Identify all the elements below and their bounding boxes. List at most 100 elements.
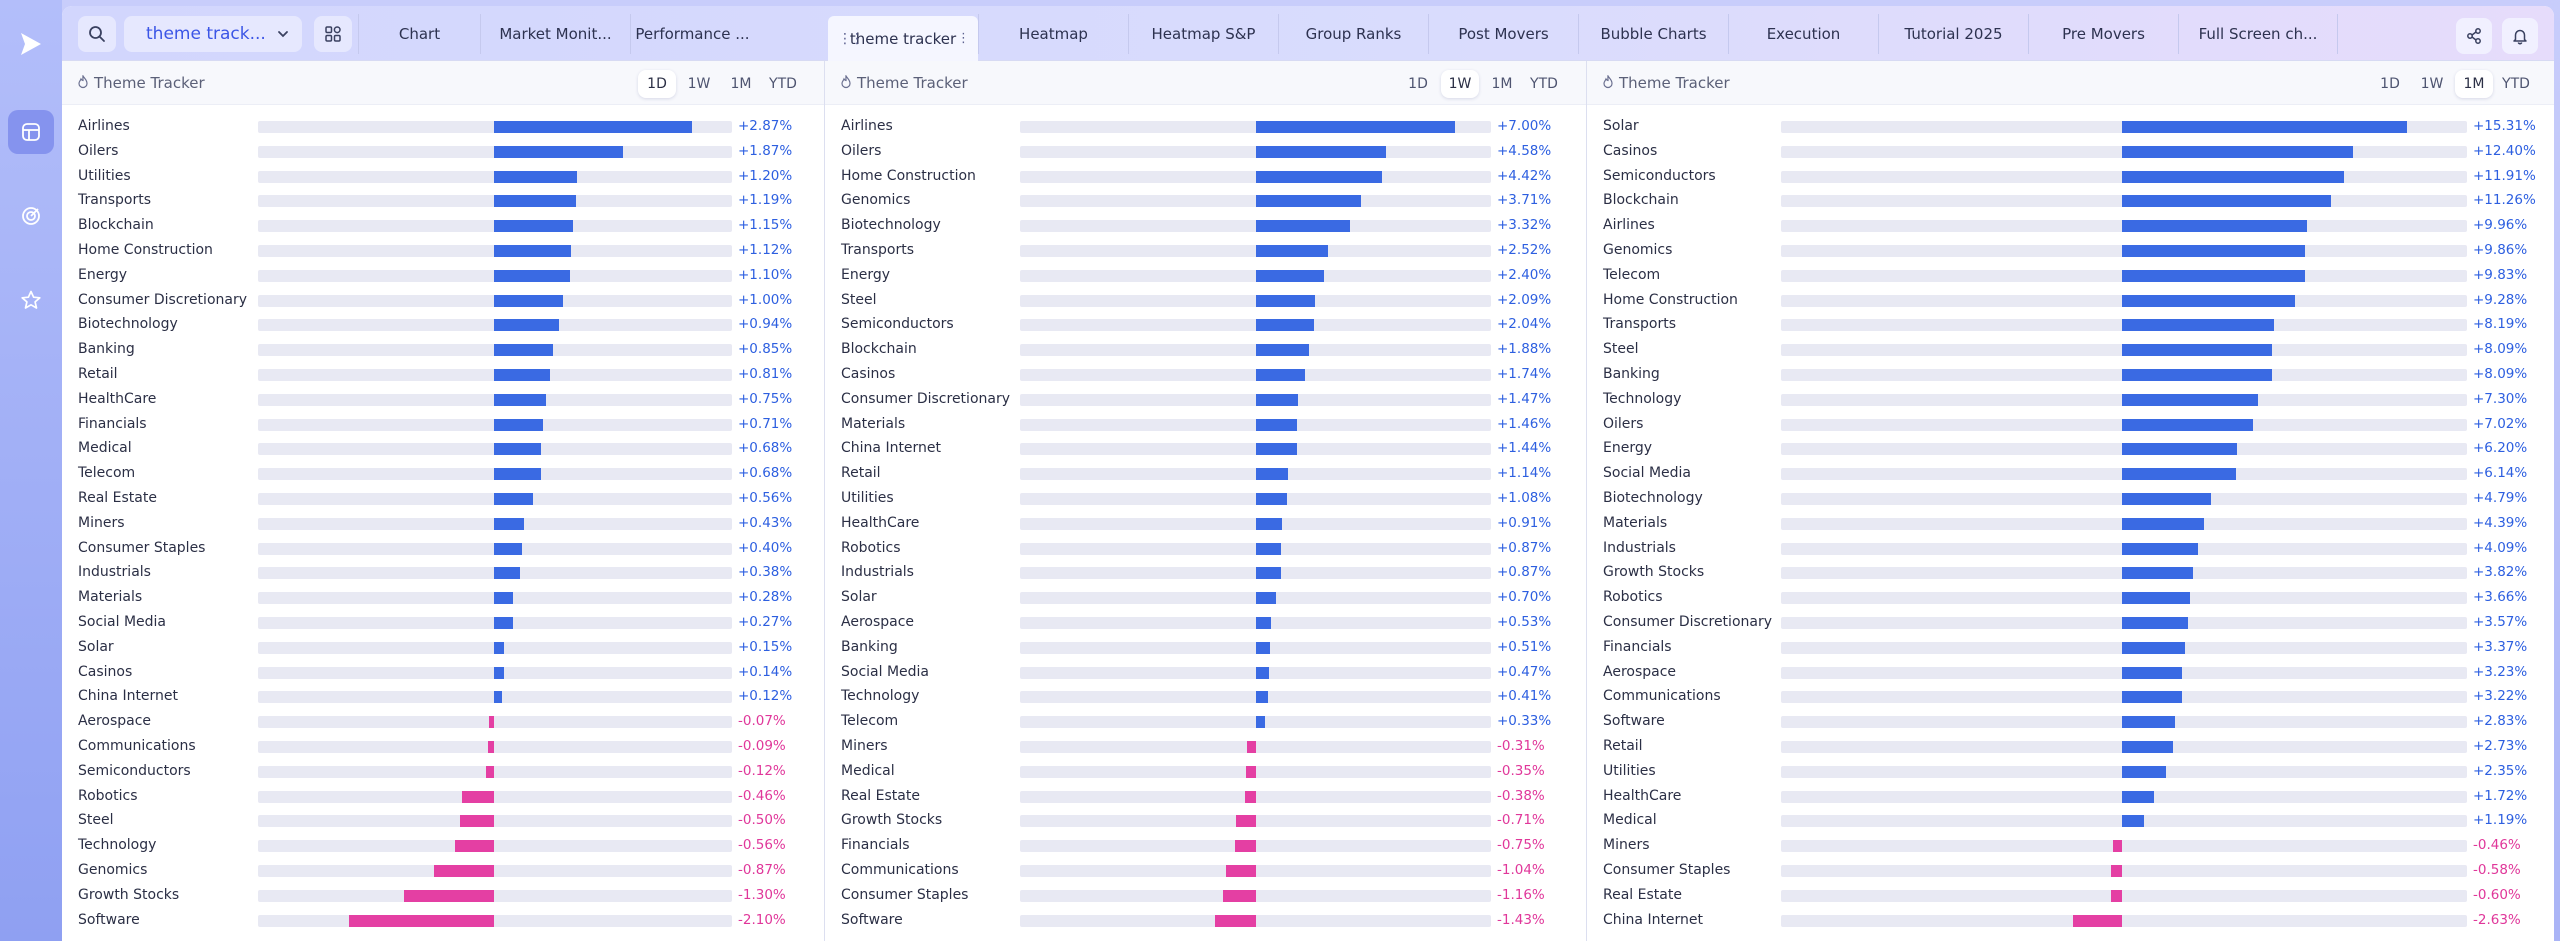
theme-row[interactable]: Retail +1.14% (825, 462, 1586, 487)
theme-row[interactable]: Retail +0.81% (62, 363, 824, 388)
theme-row[interactable]: Aerospace -0.07% (62, 710, 824, 735)
theme-row[interactable]: Communications -0.09% (62, 735, 824, 760)
theme-row[interactable]: Biotechnology +3.32% (825, 214, 1586, 239)
workspace-select[interactable]: theme track... (124, 16, 302, 52)
period-button-ytd[interactable]: YTD (769, 76, 797, 92)
theme-row[interactable]: Casinos +1.74% (825, 363, 1586, 388)
theme-row[interactable]: Industrials +0.38% (62, 561, 824, 586)
theme-row[interactable]: Medical +1.19% (1587, 809, 2554, 834)
tab-group-ranks[interactable]: Group Ranks (1278, 14, 1428, 54)
tab-tutorial-2025[interactable]: Tutorial 2025 (1878, 14, 2028, 54)
theme-row[interactable]: Home Construction +4.42% (825, 165, 1586, 190)
theme-row[interactable]: Growth Stocks -0.71% (825, 809, 1586, 834)
period-button-ytd[interactable]: YTD (2502, 76, 2530, 92)
period-button-1w[interactable]: 1W (1441, 70, 1479, 98)
tab-performance[interactable]: Performance ... (630, 14, 754, 54)
theme-row[interactable]: Energy +6.20% (1587, 437, 2554, 462)
theme-row[interactable]: Transports +8.19% (1587, 313, 2554, 338)
theme-row[interactable]: Blockchain +11.26% (1587, 189, 2554, 214)
theme-row[interactable]: Technology +0.41% (825, 685, 1586, 710)
theme-row[interactable]: Growth Stocks -1.30% (62, 884, 824, 909)
theme-row[interactable]: Airlines +7.00% (825, 115, 1586, 140)
theme-row[interactable]: Consumer Discretionary +3.57% (1587, 611, 2554, 636)
share-button[interactable] (2456, 18, 2492, 54)
tab-execution[interactable]: Execution (1728, 14, 1878, 54)
theme-row[interactable]: Social Media +0.47% (825, 661, 1586, 686)
theme-row[interactable]: Steel +2.09% (825, 289, 1586, 314)
sidebar-target-button[interactable] (8, 194, 54, 238)
theme-row[interactable]: Blockchain +1.15% (62, 214, 824, 239)
theme-row[interactable]: Retail +2.73% (1587, 735, 2554, 760)
period-button-1m[interactable]: 1M (2455, 70, 2493, 98)
theme-row[interactable]: Miners -0.31% (825, 735, 1586, 760)
theme-row[interactable]: Financials +3.37% (1587, 636, 2554, 661)
theme-row[interactable]: China Internet -2.63% (1587, 909, 2554, 934)
theme-row[interactable]: Industrials +0.87% (825, 561, 1586, 586)
theme-row[interactable]: China Internet +1.44% (825, 437, 1586, 462)
theme-row[interactable]: Financials -0.75% (825, 834, 1586, 859)
more-vertical-icon[interactable]: ⋮ (957, 31, 970, 46)
theme-row[interactable]: Semiconductors -0.12% (62, 760, 824, 785)
theme-row[interactable]: Miners +0.43% (62, 512, 824, 537)
period-button-1d[interactable]: 1D (638, 70, 676, 98)
theme-row[interactable]: Software -2.10% (62, 909, 824, 934)
period-button-1d[interactable]: 1D (1408, 76, 1428, 92)
theme-row[interactable]: Genomics +3.71% (825, 189, 1586, 214)
theme-row[interactable]: Blockchain +1.88% (825, 338, 1586, 363)
theme-row[interactable]: Materials +4.39% (1587, 512, 2554, 537)
theme-row[interactable]: Semiconductors +2.04% (825, 313, 1586, 338)
theme-row[interactable]: Energy +1.10% (62, 264, 824, 289)
theme-row[interactable]: Software -1.43% (825, 909, 1586, 934)
tab-post-movers[interactable]: Post Movers (1428, 14, 1578, 54)
theme-row[interactable]: Robotics +3.66% (1587, 586, 2554, 611)
theme-row[interactable]: Biotechnology +4.79% (1587, 487, 2554, 512)
tab-theme-tracker[interactable]: ⋮⋮ theme tracker ⋮ (828, 16, 978, 61)
period-button-1w[interactable]: 1W (687, 76, 711, 92)
theme-row[interactable]: Materials +0.28% (62, 586, 824, 611)
theme-row[interactable]: China Internet +0.12% (62, 685, 824, 710)
theme-row[interactable]: Aerospace +3.23% (1587, 661, 2554, 686)
theme-row[interactable]: Casinos +12.40% (1587, 140, 2554, 165)
theme-row[interactable]: Steel +8.09% (1587, 338, 2554, 363)
theme-row[interactable]: Communications +3.22% (1587, 685, 2554, 710)
theme-row[interactable]: Consumer Discretionary +1.47% (825, 388, 1586, 413)
theme-row[interactable]: Airlines +2.87% (62, 115, 824, 140)
theme-row[interactable]: Solar +0.15% (62, 636, 824, 661)
tab-chart[interactable]: Chart (358, 14, 480, 54)
tab-heatmap[interactable]: Heatmap (978, 14, 1128, 54)
theme-row[interactable]: Materials +1.46% (825, 413, 1586, 438)
theme-row[interactable]: Utilities +1.08% (825, 487, 1586, 512)
theme-row[interactable]: Genomics +9.86% (1587, 239, 2554, 264)
theme-row[interactable]: Consumer Staples +0.40% (62, 537, 824, 562)
theme-row[interactable]: Solar +15.31% (1587, 115, 2554, 140)
theme-row[interactable]: Financials +0.71% (62, 413, 824, 438)
theme-row[interactable]: Communications -1.04% (825, 859, 1586, 884)
theme-row[interactable]: Software +2.83% (1587, 710, 2554, 735)
theme-row[interactable]: Utilities +2.35% (1587, 760, 2554, 785)
theme-row[interactable]: Telecom +0.33% (825, 710, 1586, 735)
theme-row[interactable]: Transports +2.52% (825, 239, 1586, 264)
theme-row[interactable]: Consumer Staples -1.16% (825, 884, 1586, 909)
theme-row[interactable]: Banking +0.85% (62, 338, 824, 363)
theme-row[interactable]: Robotics +0.87% (825, 537, 1586, 562)
tab-bubble-charts[interactable]: Bubble Charts (1578, 14, 1728, 54)
theme-row[interactable]: Energy +2.40% (825, 264, 1586, 289)
period-button-1d[interactable]: 1D (2380, 76, 2400, 92)
play-logo-icon[interactable] (16, 30, 44, 58)
sidebar-favorites-button[interactable] (8, 278, 54, 322)
tab-heatmap-sp[interactable]: Heatmap S&P (1128, 14, 1278, 54)
theme-row[interactable]: Home Construction +1.12% (62, 239, 824, 264)
theme-row[interactable]: Telecom +9.83% (1587, 264, 2554, 289)
theme-row[interactable]: Industrials +4.09% (1587, 537, 2554, 562)
theme-row[interactable]: Consumer Staples -0.58% (1587, 859, 2554, 884)
widgets-button[interactable] (314, 16, 352, 52)
theme-row[interactable]: Transports +1.19% (62, 189, 824, 214)
theme-row[interactable]: Real Estate -0.38% (825, 785, 1586, 810)
theme-row[interactable]: Robotics -0.46% (62, 785, 824, 810)
theme-row[interactable]: Medical +0.68% (62, 437, 824, 462)
period-button-ytd[interactable]: YTD (1530, 76, 1558, 92)
theme-row[interactable]: Consumer Discretionary +1.00% (62, 289, 824, 314)
theme-row[interactable]: Social Media +6.14% (1587, 462, 2554, 487)
drag-handle-icon[interactable]: ⋮⋮ (838, 30, 864, 47)
theme-row[interactable]: Steel -0.50% (62, 809, 824, 834)
